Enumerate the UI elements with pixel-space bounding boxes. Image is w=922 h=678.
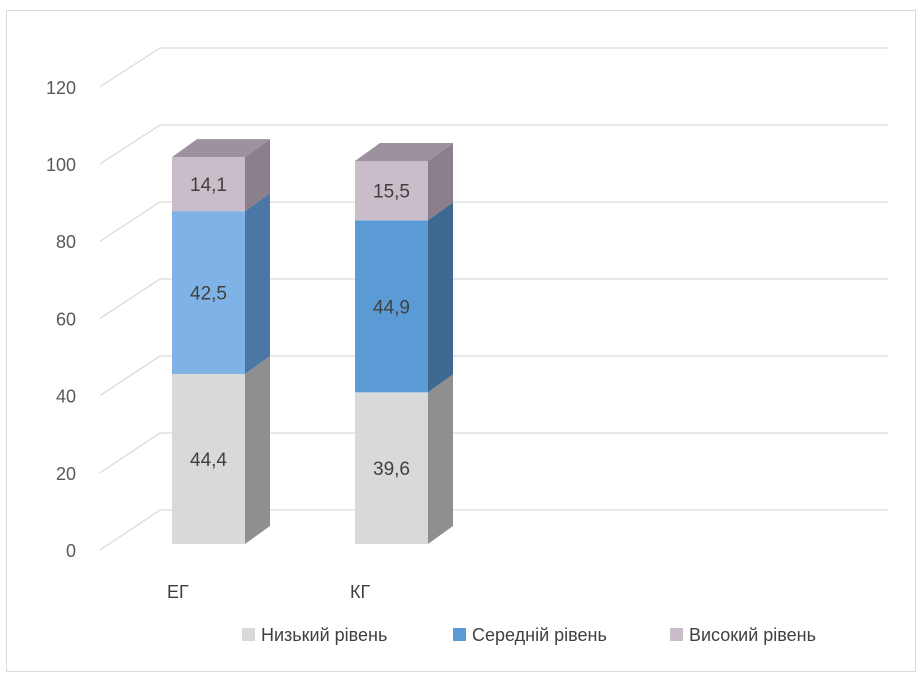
legend-label-3: Високий рівень (689, 625, 816, 645)
bar-side-ЕГ-3 (245, 139, 270, 212)
bar-side-КГ-1 (428, 374, 453, 544)
bar-segment-КГ-1: 39,6 (355, 374, 453, 544)
legend-item-2: Середній рівень (453, 625, 607, 645)
bar-front-КГ-2 (355, 220, 428, 393)
legend-item-1: Низький рівень (242, 625, 387, 645)
bar-segment-КГ-2: 44,9 (355, 202, 453, 393)
bar-top-КГ (355, 143, 453, 161)
bar-side-ЕГ-1 (245, 355, 270, 544)
chart-area (6, 10, 916, 672)
bar-front-ЕГ-2 (172, 211, 245, 374)
legend-label-2: Середній рівень (472, 625, 607, 645)
bar-side-КГ-3 (428, 143, 453, 221)
data-label-КГ-2: 44,9 (373, 297, 410, 318)
data-label-ЕГ-2: 42,5 (190, 284, 227, 305)
legend-item-3: Високий рівень (670, 625, 816, 645)
y-tick-label-120: 120 (46, 78, 76, 98)
gridlines (99, 47, 888, 551)
gridline-100 (99, 124, 888, 165)
bar-front-ЕГ-3 (172, 157, 245, 212)
gridline-20 (99, 432, 888, 474)
bar-top-ЕГ (172, 139, 270, 158)
bar-segment-КГ-3: 15,5 (355, 143, 453, 221)
y-tick-label-40: 40 (56, 387, 76, 407)
y-tick-label-60: 60 (56, 309, 76, 329)
data-label-КГ-1: 39,6 (373, 459, 410, 480)
legend: Низький рівень Середній рівень Високий рів… (242, 625, 816, 645)
gridline-60 (99, 278, 888, 319)
bar-front-КГ-3 (355, 161, 428, 221)
bar-segment-ЕГ-1: 44,4 (172, 355, 270, 544)
bar-front-ЕГ-1 (172, 373, 245, 544)
bar-front-КГ-1 (355, 392, 428, 544)
legend-swatch-1 (242, 628, 255, 641)
y-tick-label-100: 100 (46, 155, 76, 175)
data-label-ЕГ-3: 14,1 (190, 175, 227, 196)
gridline-0 (99, 509, 888, 551)
x-axis-category-labels: ЕГ КГ (167, 582, 370, 602)
bar-segment-ЕГ-2: 42,5 (172, 193, 270, 374)
data-label-КГ-3: 15,5 (373, 182, 410, 203)
gridline-40 (99, 355, 888, 397)
y-tick-label-20: 20 (56, 464, 76, 484)
legend-label-1: Низький рівень (261, 625, 387, 645)
y-axis-tick-labels: 0 20 40 60 80 100 120 (46, 78, 76, 561)
data-label-ЕГ-1: 44,4 (190, 450, 227, 471)
bar-side-ЕГ-2 (245, 193, 270, 374)
bar-segment-ЕГ-3: 14,1 (172, 139, 270, 212)
legend-swatch-2 (453, 628, 466, 641)
gridline-120 (99, 47, 888, 88)
category-label-ЕГ: ЕГ (167, 582, 189, 602)
legend-swatch-3 (670, 628, 683, 641)
bars: 44,4 42,5 14,1 39,6 44,9 15,5 (172, 139, 453, 544)
bar-side-КГ-2 (428, 202, 453, 393)
category-label-КГ: КГ (350, 582, 370, 602)
gridline-80 (99, 201, 888, 242)
y-tick-label-0: 0 (66, 541, 76, 561)
y-tick-label-80: 80 (56, 232, 76, 252)
